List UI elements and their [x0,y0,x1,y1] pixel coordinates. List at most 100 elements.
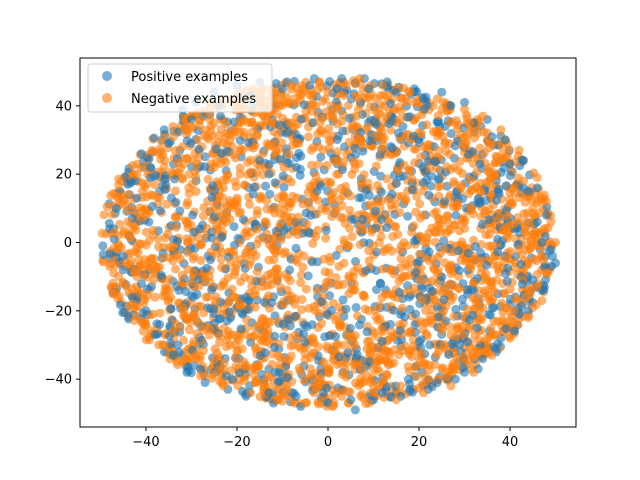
negative-point [491,330,501,340]
cloud-point [210,355,219,364]
cloud-point [231,361,241,371]
cloud-point [337,201,347,211]
cloud-point [407,173,416,183]
cloud-point [119,226,129,236]
positive-point [505,159,515,169]
cloud-point [377,127,387,137]
cloud-point [517,279,527,289]
negative-point [460,104,469,114]
cloud-point [437,325,447,335]
cloud-point [445,279,455,289]
cloud-point [333,119,343,129]
cloud-point [286,199,296,209]
cloud-point [108,189,118,199]
cloud-point [182,154,192,164]
cloud-point [262,204,272,214]
cloud-point [376,279,386,289]
cloud-point [363,122,373,132]
cloud-point [451,210,461,220]
cloud-point [339,235,349,245]
cloud-point [299,320,309,330]
cloud-point [445,322,455,332]
cloud-point [418,210,428,220]
negative-point [423,374,433,384]
negative-point [205,115,215,124]
cloud-point [345,323,355,333]
cloud-point [296,114,306,124]
cloud-point [184,325,194,335]
cloud-point [252,209,262,219]
cloud-point [501,324,511,334]
cloud-point [144,236,154,245]
cloud-point [328,108,337,118]
cloud-point [454,284,464,294]
cloud-point [370,117,380,127]
negative-point [419,388,429,398]
cloud-point [476,248,486,258]
cloud-point [460,224,469,233]
cloud-point [236,277,245,287]
cloud-point [210,202,219,212]
negative-point [196,371,206,381]
cloud-point [377,215,387,224]
cloud-point [351,111,361,121]
cloud-point [505,284,515,294]
cloud-point [376,144,386,154]
cloud-point [291,243,301,253]
cloud-point [358,146,368,156]
cloud-point [321,225,331,235]
cloud-point [233,345,243,355]
cloud-point [334,352,344,362]
cloud-point [325,257,335,266]
positive-point [432,378,442,388]
cloud-point [307,348,317,358]
cloud-point [331,206,341,216]
cloud-point [131,311,141,321]
cloud-point [308,333,317,343]
cloud-point [431,207,441,217]
cloud-point [393,230,403,239]
positive-point [200,378,210,388]
cloud-point [150,180,160,190]
cloud-point [499,317,509,327]
cloud-point [231,353,241,363]
cloud-point [384,194,393,204]
negative-point [532,173,542,183]
cloud-point [191,187,201,196]
cloud-point [125,232,135,242]
cloud-point [201,292,211,302]
cloud-point [171,264,180,274]
cloud-point [225,214,235,224]
cloud-point [468,310,478,320]
cloud-point [235,127,245,137]
cloud-point [383,358,393,368]
cloud-point [222,316,232,326]
cloud-point [449,312,459,322]
cloud-point [464,149,473,159]
cloud-point [303,271,313,281]
negative-point [132,169,142,179]
cloud-point [403,374,413,384]
cloud-point [463,337,472,347]
cloud-point [230,330,240,340]
cloud-point [442,162,452,172]
cloud-point [445,265,454,275]
negative-point [141,320,151,329]
cloud-point [444,350,454,360]
cloud-point [149,133,159,143]
cloud-point [301,337,310,347]
cloud-point [290,255,300,265]
cloud-point [453,246,463,256]
negative-point [159,340,169,350]
cloud-point [394,287,404,297]
cloud-point [373,180,382,190]
cloud-point [343,348,353,358]
cloud-point [318,113,328,123]
cloud-point [264,255,274,265]
negative-point [150,292,160,302]
cloud-point [285,265,295,275]
cloud-point [207,373,217,383]
negative-point [300,398,310,408]
cloud-point [278,319,288,329]
cloud-point [273,130,283,140]
